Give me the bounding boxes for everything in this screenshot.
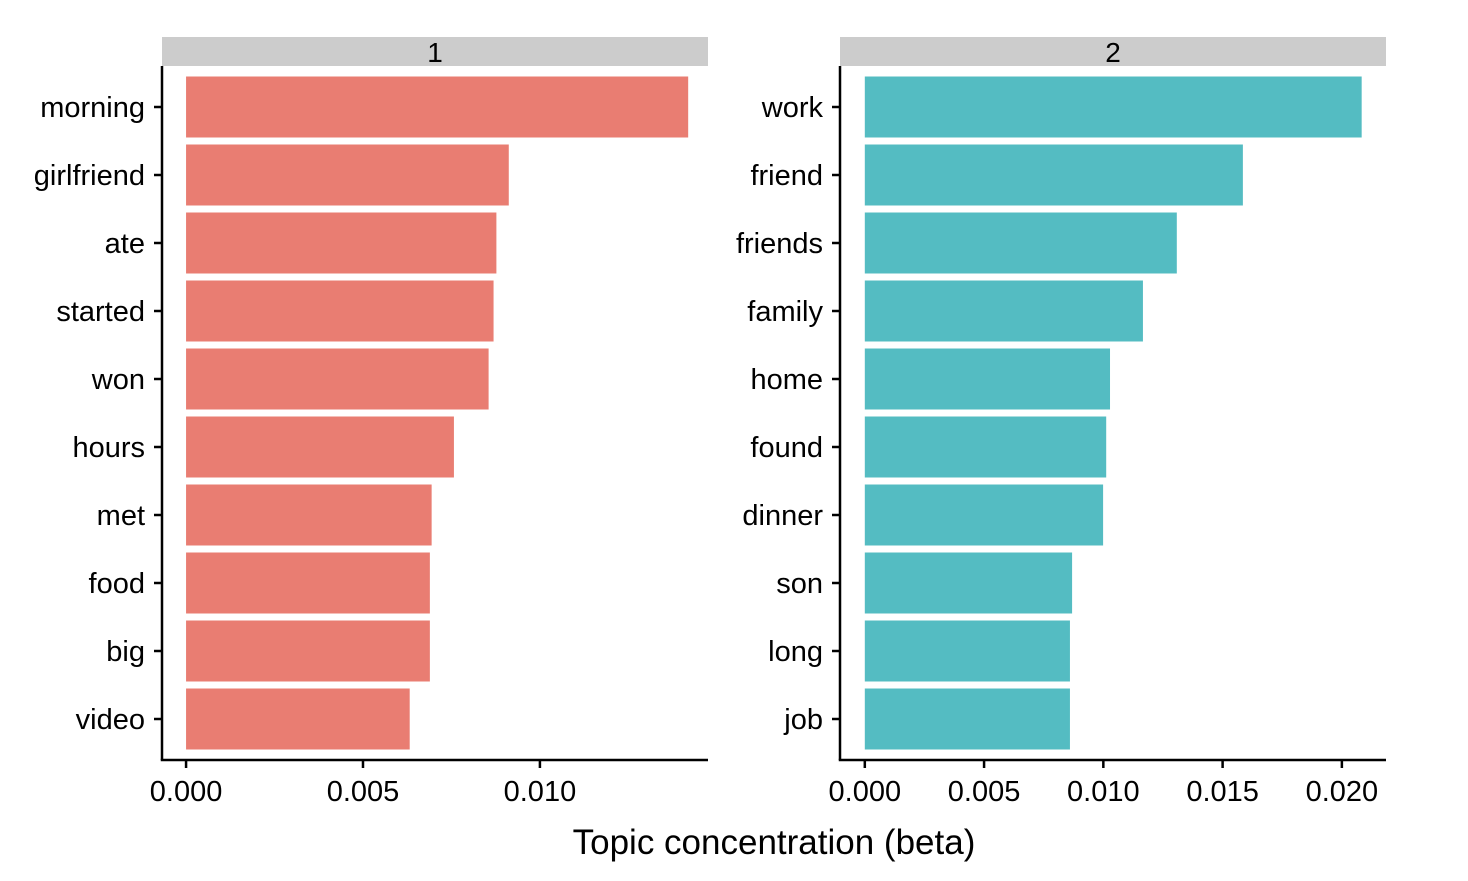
- category-label: friend: [750, 160, 823, 192]
- facet-strip-label: 1: [427, 37, 443, 68]
- bar: [864, 484, 1104, 546]
- bar: [864, 280, 1143, 342]
- facet-strip-label: 2: [1105, 37, 1121, 68]
- bar: [186, 620, 430, 682]
- category-label: ate: [105, 228, 145, 260]
- category-label: friends: [736, 228, 823, 260]
- category-label: dinner: [742, 500, 823, 532]
- facet-strip: [162, 37, 708, 66]
- bar: [864, 144, 1243, 206]
- category-label: found: [750, 432, 823, 464]
- x-tick-label: 0.010: [504, 776, 577, 808]
- x-tick-label: 0.000: [150, 776, 223, 808]
- facet-panel-2: 2 work friend friends family home found dinner s…: [736, 37, 1386, 808]
- category-label: job: [783, 704, 823, 736]
- category-label: food: [89, 568, 145, 600]
- x-tick-label: 0.005: [327, 776, 400, 808]
- bar: [186, 688, 410, 750]
- category-label: home: [750, 364, 823, 396]
- bar: [864, 620, 1070, 682]
- category-label: morning: [40, 92, 145, 124]
- bar: [864, 212, 1177, 274]
- bar: [186, 144, 509, 206]
- bar: [864, 552, 1073, 614]
- bar: [186, 212, 497, 274]
- x-tick-label: 0.020: [1306, 776, 1379, 808]
- facet-strip: [840, 37, 1386, 66]
- bar: [186, 76, 689, 138]
- category-label: started: [56, 296, 145, 328]
- x-tick-label: 0.015: [1186, 776, 1259, 808]
- category-label: girlfriend: [34, 160, 145, 192]
- x-tick-label: 0.010: [1067, 776, 1140, 808]
- bar: [186, 484, 432, 546]
- x-tick-label: 0.005: [948, 776, 1021, 808]
- category-label: hours: [72, 432, 145, 464]
- x-axis-title: Topic concentration (beta): [573, 823, 976, 862]
- category-label: long: [768, 636, 823, 668]
- bar: [864, 76, 1362, 138]
- bar: [864, 348, 1111, 410]
- category-label: won: [91, 364, 145, 396]
- bar: [186, 348, 489, 410]
- bar: [864, 416, 1107, 478]
- bar: [186, 416, 454, 478]
- category-label: son: [776, 568, 823, 600]
- category-label: big: [106, 636, 145, 668]
- bar: [864, 688, 1070, 750]
- x-tick-label: 0.000: [829, 776, 902, 808]
- category-label: family: [747, 296, 823, 328]
- bar: [186, 280, 494, 342]
- category-label: video: [76, 704, 145, 736]
- facet-panel-1: 1 morning girlfriend ate started won hours met f…: [34, 37, 708, 808]
- category-label: met: [97, 500, 145, 532]
- bar: [186, 552, 430, 614]
- category-label: work: [761, 92, 824, 124]
